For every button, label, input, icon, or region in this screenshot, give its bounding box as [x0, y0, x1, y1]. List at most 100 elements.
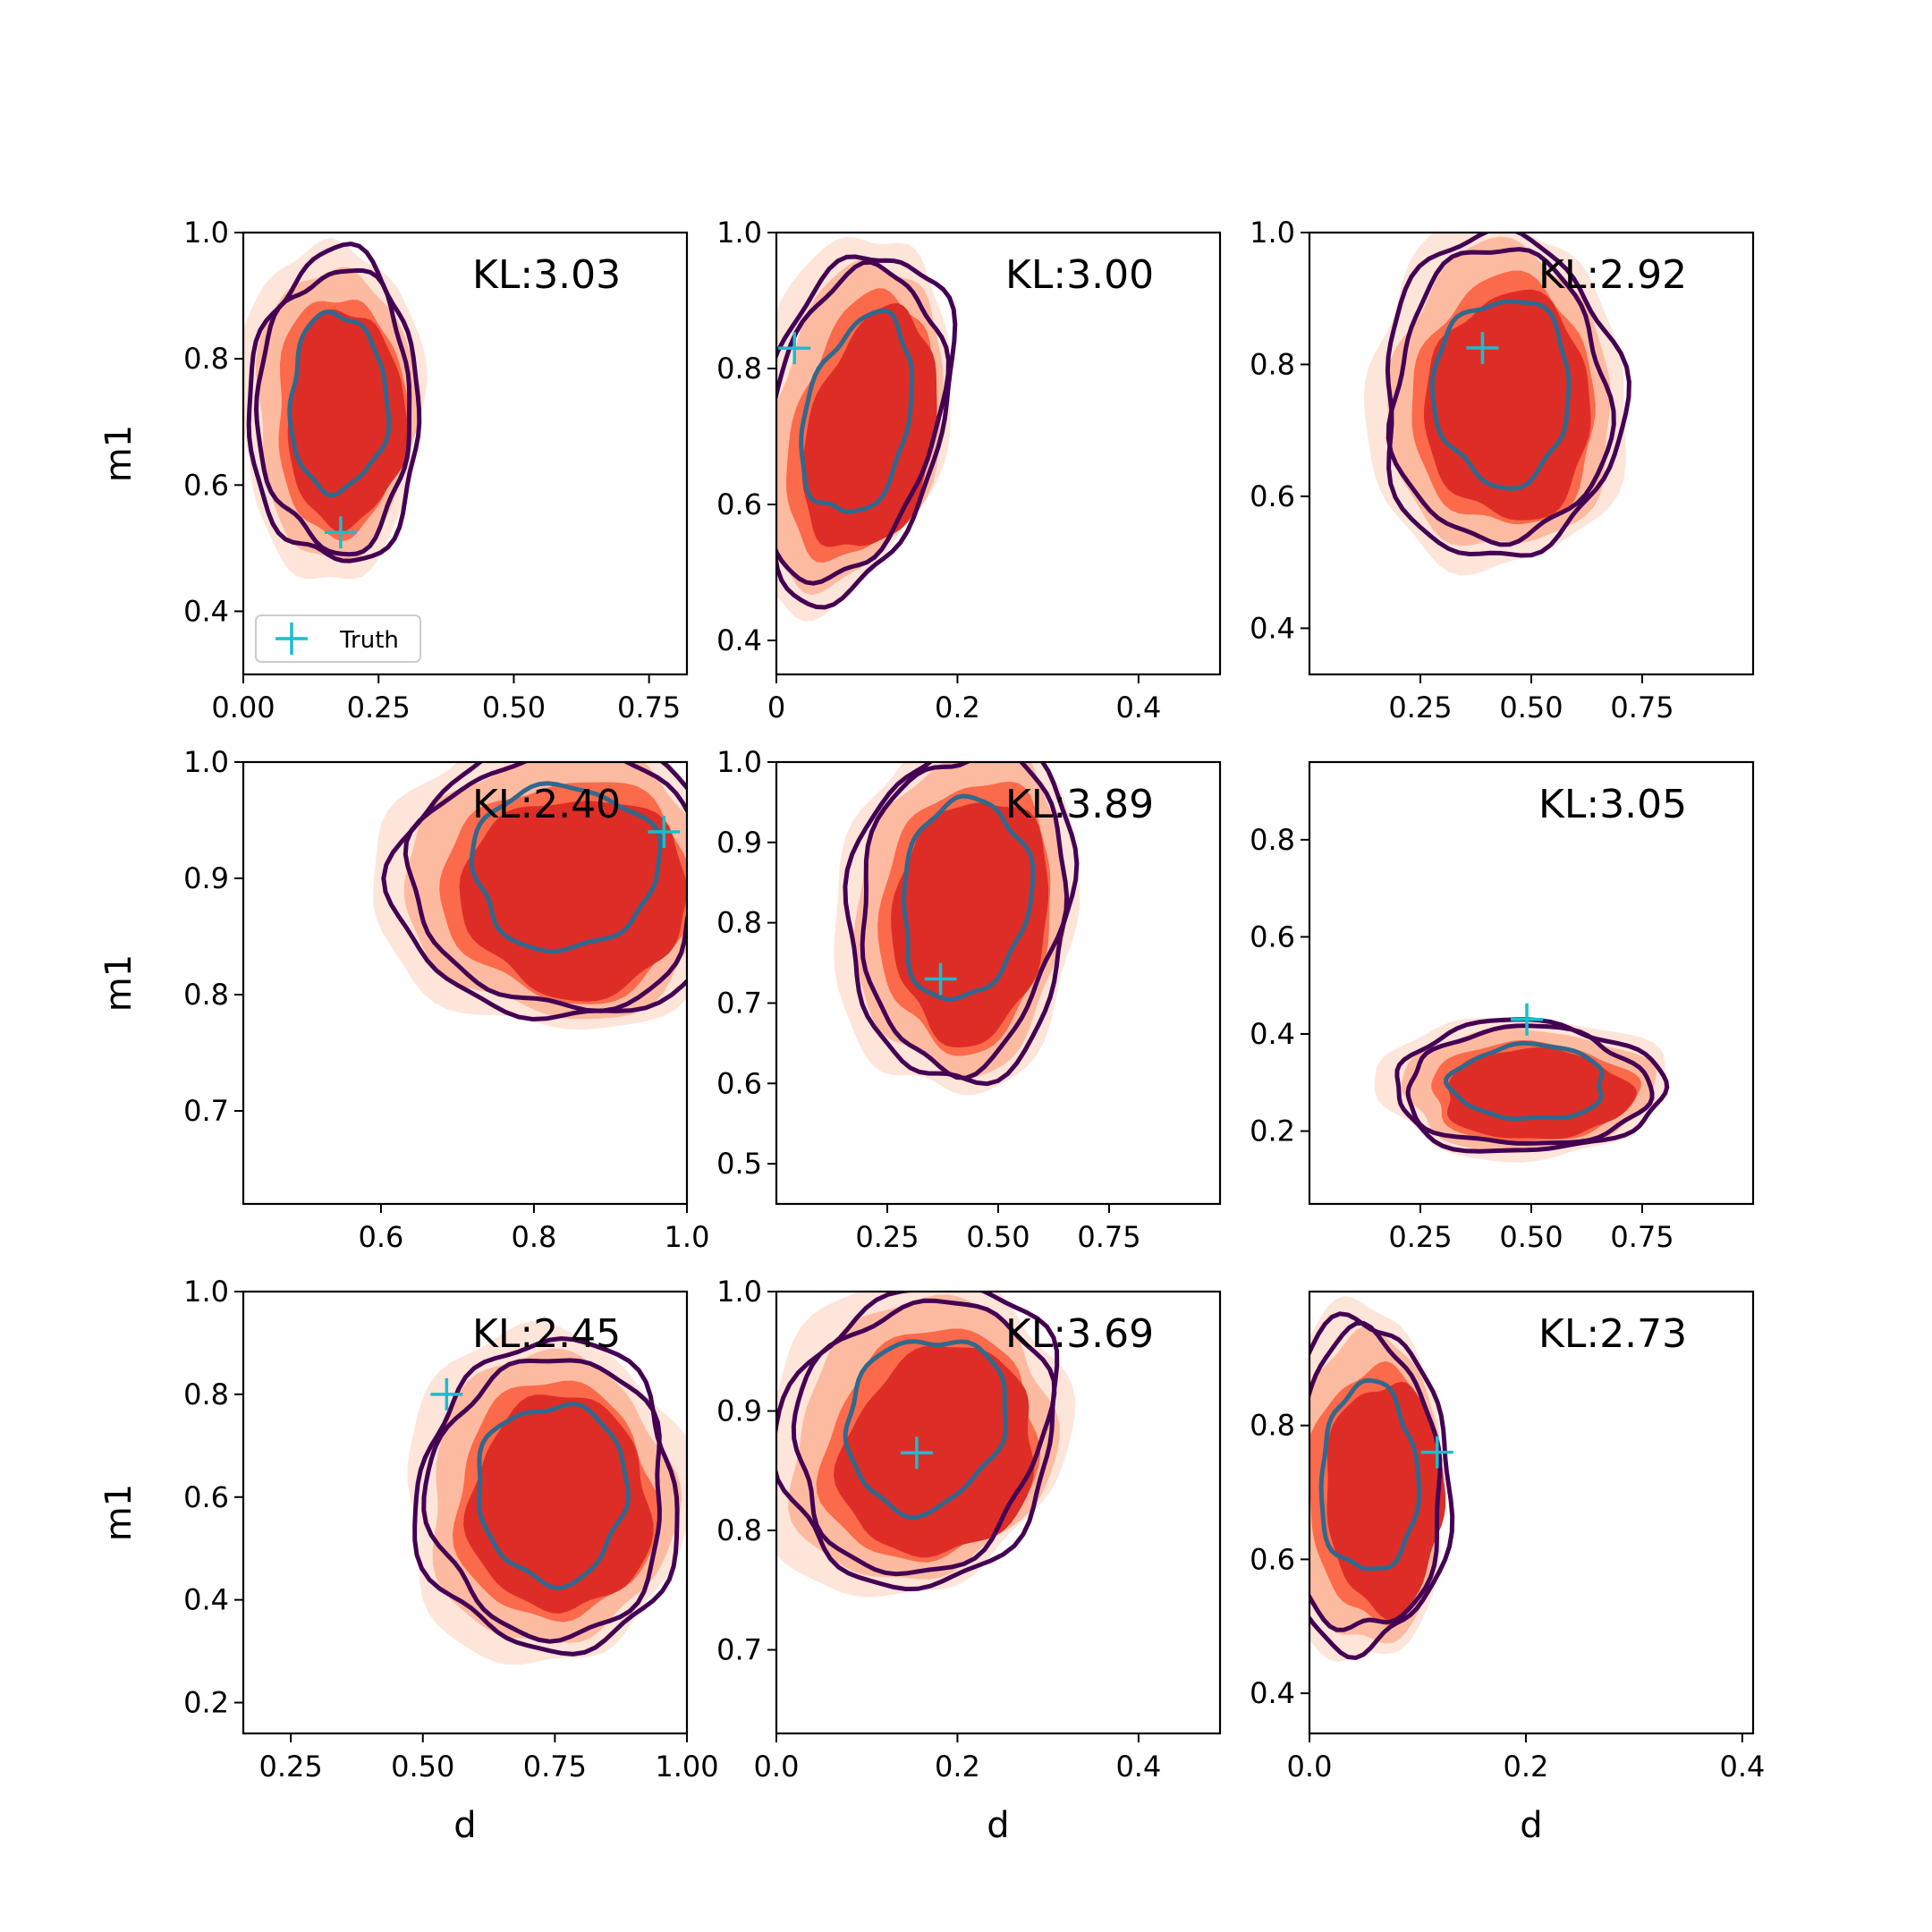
middle-contour-line — [791, 1298, 1057, 1577]
kl-annotation: KL:3.89 — [1005, 782, 1154, 827]
truth-marker — [430, 1377, 463, 1411]
outer-contour-line — [381, 762, 687, 1022]
axes-frame — [775, 231, 1222, 676]
y-tick-label: 0.8 — [183, 342, 229, 376]
axes-frame — [242, 231, 689, 676]
legend-label: Truth — [339, 627, 399, 654]
plot-area — [776, 1292, 1076, 1597]
inner-contour-line — [287, 309, 392, 498]
y-tick-label: 0.8 — [716, 1513, 762, 1547]
middle-contour-line — [776, 259, 951, 586]
y-tick-label: 1.0 — [716, 1275, 762, 1309]
y-tick-label: 0.6 — [1250, 919, 1295, 953]
x-tick-label: 0.4 — [1719, 1750, 1765, 1784]
y-axis-label: m1 — [98, 954, 140, 1012]
inner-contour-line — [1429, 299, 1572, 491]
x-tick-label: 0.50 — [1499, 691, 1563, 724]
x-tick-label: 0.00 — [211, 691, 275, 724]
y-tick-label: 0.6 — [1250, 1542, 1295, 1576]
outer-contour-line — [843, 762, 1080, 1087]
y-tick-label: 0.6 — [1250, 479, 1295, 513]
plot-area — [372, 762, 687, 1030]
y-tick-label: 0.6 — [183, 468, 229, 502]
truth-marker — [900, 1436, 933, 1470]
x-axis-label: d — [987, 1805, 1009, 1846]
density-level-4 — [891, 802, 1049, 1047]
truth-marker — [1511, 1003, 1544, 1036]
kl-annotation: KL:2.40 — [472, 782, 621, 827]
inner-contour-line — [469, 781, 663, 954]
x-tick-label: 0.6 — [358, 1220, 403, 1254]
x-tick-label: 0 — [767, 691, 785, 724]
y-tick-label: 0.6 — [183, 1480, 229, 1514]
x-tick-label: 0.50 — [1499, 1220, 1563, 1254]
legend: Truth — [255, 614, 421, 663]
x-tick-label: 0.25 — [1388, 691, 1452, 724]
y-tick-label: 0.2 — [183, 1686, 229, 1720]
axes-frame — [775, 1290, 1222, 1735]
truth-marker — [324, 516, 357, 549]
x-tick-label: 0.25 — [259, 1750, 323, 1784]
y-tick-label: 0.4 — [716, 623, 762, 657]
outer-contour-line — [412, 1335, 680, 1657]
x-tick-label: 0.2 — [1504, 1750, 1549, 1784]
x-tick-label: 1.0 — [665, 1220, 710, 1254]
x-tick-label: 0.50 — [966, 1220, 1030, 1254]
outer-contour-line — [776, 1292, 1060, 1592]
plot-area — [776, 236, 958, 622]
truth-marker — [778, 332, 811, 365]
density-level-4 — [459, 801, 687, 1002]
y-tick-label: 0.2 — [1250, 1114, 1295, 1148]
panel-2: 0 0.2 0.4 0.4 0.6 0.8 1.0 KL:3.00 — [716, 216, 1222, 724]
inner-contour-line — [1443, 1040, 1605, 1122]
kl-annotation: KL:3.69 — [1005, 1311, 1154, 1357]
density-level-4 — [1423, 289, 1591, 521]
y-tick-label: 0.8 — [1250, 347, 1295, 381]
plot-area — [407, 1321, 687, 1665]
y-tick-label: 0.8 — [1250, 1409, 1295, 1443]
inner-contour-line — [476, 1401, 631, 1590]
panel-5: 0.25 0.50 0.75 0.5 0.6 0.7 0.8 0.9 1.0 KL:3.89 — [716, 745, 1222, 1254]
y-tick-label: 0.6 — [716, 1066, 762, 1100]
middle-contour-line — [1309, 1320, 1443, 1632]
x-tick-label: 0.75 — [1610, 1220, 1674, 1254]
x-tick-label: 0.50 — [391, 1750, 454, 1784]
outer-contour-line — [776, 254, 958, 610]
plot-area — [243, 238, 428, 580]
x-tick-label: 0.75 — [1077, 1220, 1140, 1254]
panel-9: 0.0 0.2 0.4 0.4 0.6 0.8 KL:2.73 d — [1250, 1290, 1765, 1846]
panel-1: 0.00 0.25 0.50 0.75 0.4 0.6 0.8 1.0 KL:3.03 m1 Tru… — [98, 216, 689, 724]
middle-contour-line — [402, 762, 687, 1013]
truth-marker — [924, 962, 957, 996]
x-tick-label: 0.25 — [855, 1220, 919, 1254]
y-tick-label: 0.7 — [716, 986, 762, 1020]
y-tick-label: 0.4 — [1250, 1017, 1295, 1051]
outer-contour-line — [246, 242, 422, 564]
y-tick-label: 0.8 — [183, 1377, 229, 1411]
x-axis-label: d — [453, 1805, 476, 1846]
x-tick-label: 0.25 — [347, 691, 411, 724]
x-tick-label: 0.0 — [1287, 1750, 1333, 1784]
middle-contour-line — [1405, 1023, 1655, 1146]
y-tick-label: 0.9 — [183, 861, 229, 895]
y-tick-label: 1.0 — [716, 745, 762, 779]
outer-contour-line — [1309, 1311, 1455, 1661]
kl-annotation: KL:2.45 — [472, 1311, 621, 1357]
y-tick-label: 0.5 — [716, 1147, 762, 1181]
x-tick-label: 0.75 — [617, 691, 681, 724]
truth-marker — [648, 816, 681, 848]
y-tick-label: 0.7 — [716, 1633, 762, 1667]
plot-area — [1309, 1296, 1455, 1662]
y-tick-label: 1.0 — [1250, 216, 1295, 250]
middle-contour-line — [421, 1358, 662, 1644]
x-tick-label: 0.25 — [1388, 1220, 1452, 1254]
x-tick-label: 1.00 — [655, 1750, 718, 1784]
y-tick-label: 0.9 — [716, 826, 762, 860]
inner-contour-line — [1318, 1377, 1422, 1572]
axes-frame — [242, 1290, 689, 1735]
y-axis-label: m1 — [98, 1484, 140, 1541]
kl-annotation: KL:3.03 — [472, 252, 621, 298]
x-tick-label: 0.4 — [1115, 691, 1161, 724]
y-tick-label: 1.0 — [183, 1275, 229, 1309]
panel-8: 0.0 0.2 0.4 0.7 0.8 0.9 1.0 KL:3.69 d — [716, 1275, 1222, 1846]
